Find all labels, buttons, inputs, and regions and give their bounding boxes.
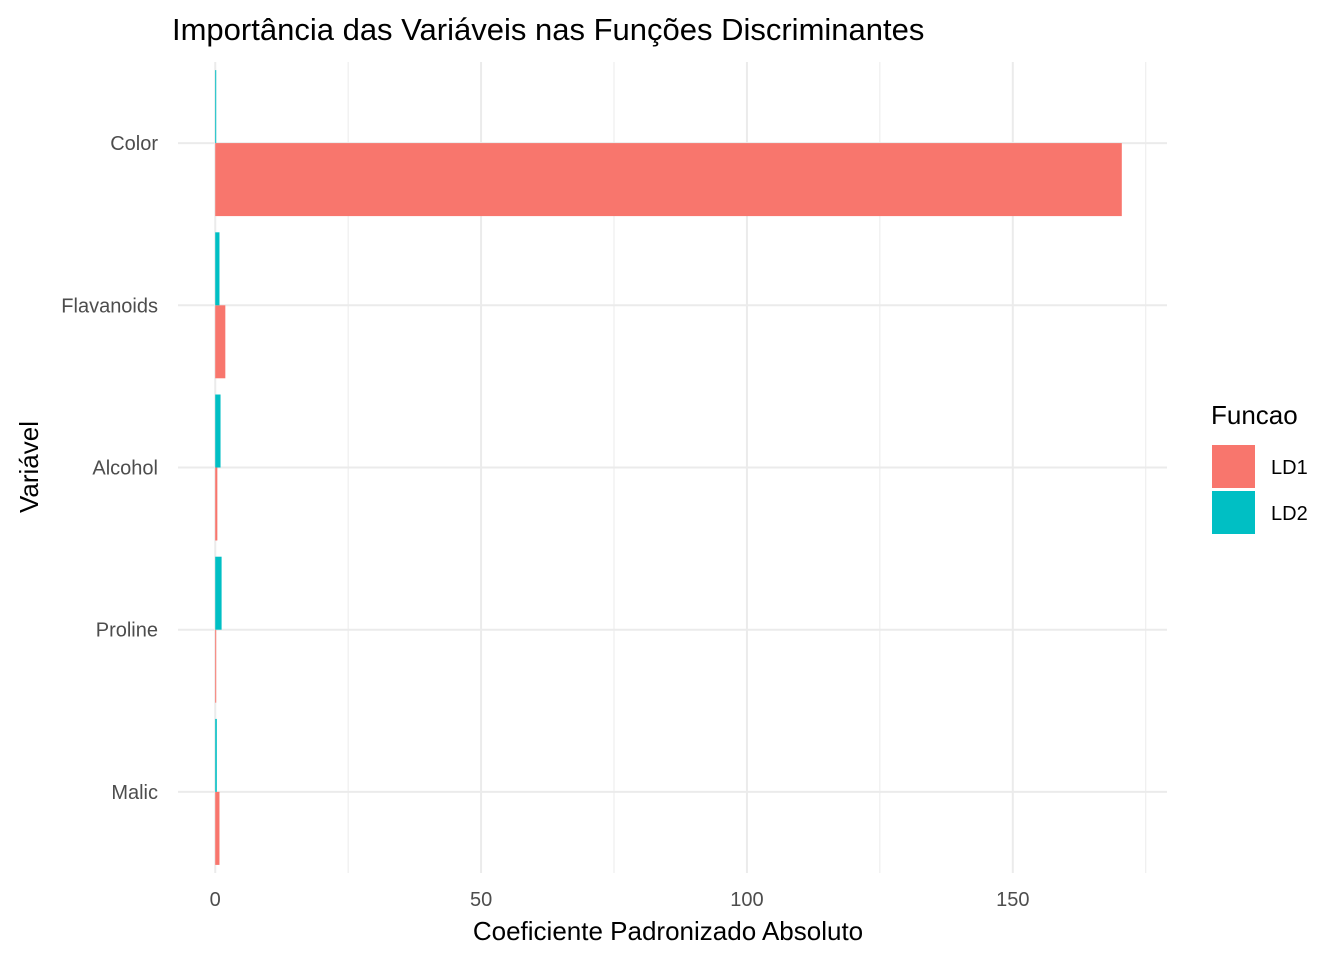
y-tick-label: Malic [111, 782, 158, 804]
y-tick-label: Alcohol [92, 458, 158, 480]
y-axis-title: Variável [14, 421, 44, 513]
bar-ld2-alcohol [215, 394, 221, 468]
bars [215, 70, 1122, 865]
bar-ld1-malic [215, 791, 220, 865]
x-tick-label: 50 [470, 889, 492, 911]
legend-label-ld1: LD1 [1271, 457, 1308, 479]
legend-key-ld2 [1212, 491, 1255, 534]
legend-label-ld2: LD2 [1271, 503, 1308, 525]
y-tick-label: Color [110, 133, 158, 155]
legend-title: Funcao [1211, 400, 1298, 430]
x-tick-label: 0 [210, 889, 221, 911]
bar-ld2-malic [215, 718, 217, 792]
chart-title: Importância das Variáveis nas Funções Di… [172, 12, 924, 47]
x-axis-title: Coeficiente Padronizado Absoluto [473, 916, 863, 946]
y-tick-labels: Color Flavanoids Alcohol Proline Malic [61, 133, 158, 804]
y-tick-label: Flavanoids [61, 295, 158, 317]
y-tick-label: Proline [96, 620, 158, 642]
bar-ld1-color [215, 143, 1122, 217]
legend-key-ld1 [1212, 445, 1255, 488]
x-tick-labels: 0 50 100 150 [210, 889, 1030, 911]
legend: Funcao LD1 LD2 [1211, 400, 1308, 534]
bar-ld1-flavanoids [215, 305, 226, 379]
x-tick-label: 150 [996, 889, 1029, 911]
bar-ld2-proline [215, 556, 222, 630]
bar-ld2-color [215, 70, 217, 144]
bar-ld1-proline [215, 629, 217, 703]
bar-ld2-flavanoids [215, 232, 220, 306]
x-tick-label: 100 [730, 889, 763, 911]
bar-ld1-alcohol [215, 467, 218, 541]
